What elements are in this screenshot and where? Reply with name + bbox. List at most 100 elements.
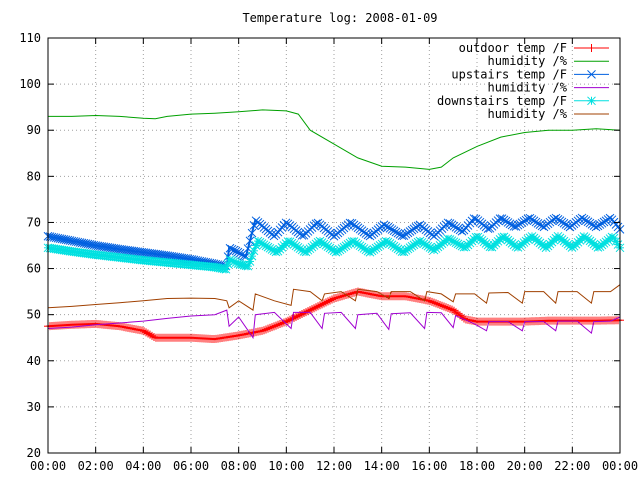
x-tick-label: 02:00 bbox=[78, 459, 114, 473]
data-point bbox=[387, 225, 397, 234]
data-point bbox=[511, 222, 521, 231]
data-point bbox=[243, 261, 253, 271]
data-point bbox=[513, 220, 523, 230]
data-point bbox=[434, 300, 442, 309]
x-tick-label: 14:00 bbox=[364, 459, 400, 473]
data-point bbox=[334, 293, 342, 302]
data-point bbox=[268, 323, 276, 332]
data-point bbox=[338, 292, 346, 301]
data-point bbox=[438, 301, 446, 310]
data-point bbox=[593, 221, 603, 231]
data-point bbox=[591, 222, 601, 232]
data-point bbox=[281, 218, 291, 228]
legend-label: humidity /% bbox=[488, 107, 568, 121]
data-point bbox=[533, 219, 543, 228]
data-point bbox=[300, 309, 308, 318]
data-point bbox=[314, 302, 322, 311]
data-point bbox=[391, 227, 401, 237]
data-point bbox=[597, 218, 607, 228]
data-point bbox=[577, 213, 587, 223]
data-point bbox=[274, 320, 282, 329]
legend-item-outdoor-temp: outdoor temp /F bbox=[459, 41, 609, 55]
legend-item-downstairs-humidity: humidity /% bbox=[488, 107, 609, 121]
data-point bbox=[501, 216, 511, 226]
data-point bbox=[559, 218, 569, 228]
data-point bbox=[280, 318, 288, 327]
data-point bbox=[294, 311, 302, 320]
x-tick-label: 22:00 bbox=[554, 459, 590, 473]
data-point bbox=[529, 216, 539, 226]
y-tick-label: 20 bbox=[27, 446, 41, 460]
data-point bbox=[499, 215, 509, 225]
data-point bbox=[432, 299, 440, 308]
data-point bbox=[328, 295, 336, 304]
data-point bbox=[330, 294, 338, 303]
data-point bbox=[424, 296, 432, 305]
data-point bbox=[557, 217, 567, 227]
data-point bbox=[515, 219, 525, 229]
data-point bbox=[445, 219, 455, 228]
plot-series bbox=[43, 109, 625, 344]
data-point bbox=[235, 248, 245, 258]
data-point bbox=[348, 289, 356, 298]
data-point bbox=[595, 220, 605, 229]
legend-item-upstairs-temp: upstairs temp /F bbox=[451, 67, 609, 81]
data-point bbox=[551, 213, 561, 223]
series-upstairs-humidity bbox=[47, 309, 621, 340]
data-point bbox=[603, 215, 613, 224]
data-point bbox=[282, 317, 290, 326]
data-point bbox=[233, 247, 243, 257]
data-point bbox=[324, 297, 332, 306]
data-point bbox=[284, 316, 292, 325]
data-point bbox=[555, 216, 565, 225]
data-point bbox=[262, 325, 270, 334]
series-downstairs-humidity bbox=[47, 284, 621, 311]
axes: 20 30 40 50 60 70 80 90 100 110 00:00 02:00 04:00 06:… bbox=[19, 31, 638, 473]
data-point bbox=[260, 326, 268, 335]
y-tick-label: 40 bbox=[27, 354, 41, 368]
data-point bbox=[549, 214, 559, 224]
data-point bbox=[483, 224, 493, 233]
data-point bbox=[332, 293, 340, 302]
legend-label: downstairs temp /F bbox=[437, 94, 567, 108]
data-point bbox=[298, 310, 306, 319]
data-point bbox=[231, 246, 241, 256]
data-point bbox=[138, 326, 146, 335]
x-tick-label: 18:00 bbox=[459, 459, 495, 473]
legend-label: outdoor temp /F bbox=[459, 41, 567, 55]
y-tick-label: 70 bbox=[27, 215, 41, 229]
series-line bbox=[48, 109, 621, 170]
data-point bbox=[428, 297, 436, 306]
data-point bbox=[453, 224, 463, 233]
legend-item-downstairs-temp: downstairs temp /F bbox=[437, 94, 609, 108]
data-point bbox=[525, 213, 535, 223]
data-point bbox=[553, 214, 563, 224]
data-point bbox=[497, 214, 507, 223]
data-point bbox=[258, 326, 266, 335]
y-tick-label: 80 bbox=[27, 169, 41, 183]
y-tick-label: 110 bbox=[19, 31, 41, 45]
data-point bbox=[150, 332, 158, 341]
data-point bbox=[583, 217, 593, 227]
y-tick-label: 60 bbox=[27, 262, 41, 276]
legend-label: humidity /% bbox=[488, 81, 568, 95]
data-point bbox=[326, 296, 334, 305]
y-tick-label: 90 bbox=[27, 123, 41, 137]
data-point bbox=[517, 218, 527, 227]
data-point bbox=[264, 324, 272, 333]
data-point bbox=[320, 299, 328, 308]
data-point bbox=[585, 218, 595, 228]
data-point bbox=[318, 300, 326, 309]
chart-title: Temperature log: 2008-01-09 bbox=[242, 11, 437, 25]
data-point bbox=[455, 225, 465, 235]
x-tick-label: 00:00 bbox=[602, 459, 638, 473]
series-outdoor-humidity bbox=[48, 109, 621, 170]
data-point bbox=[581, 216, 591, 225]
data-point bbox=[430, 298, 438, 307]
data-point bbox=[381, 221, 391, 231]
data-point bbox=[245, 236, 255, 246]
legend-marker bbox=[587, 44, 596, 52]
data-point bbox=[503, 218, 513, 227]
